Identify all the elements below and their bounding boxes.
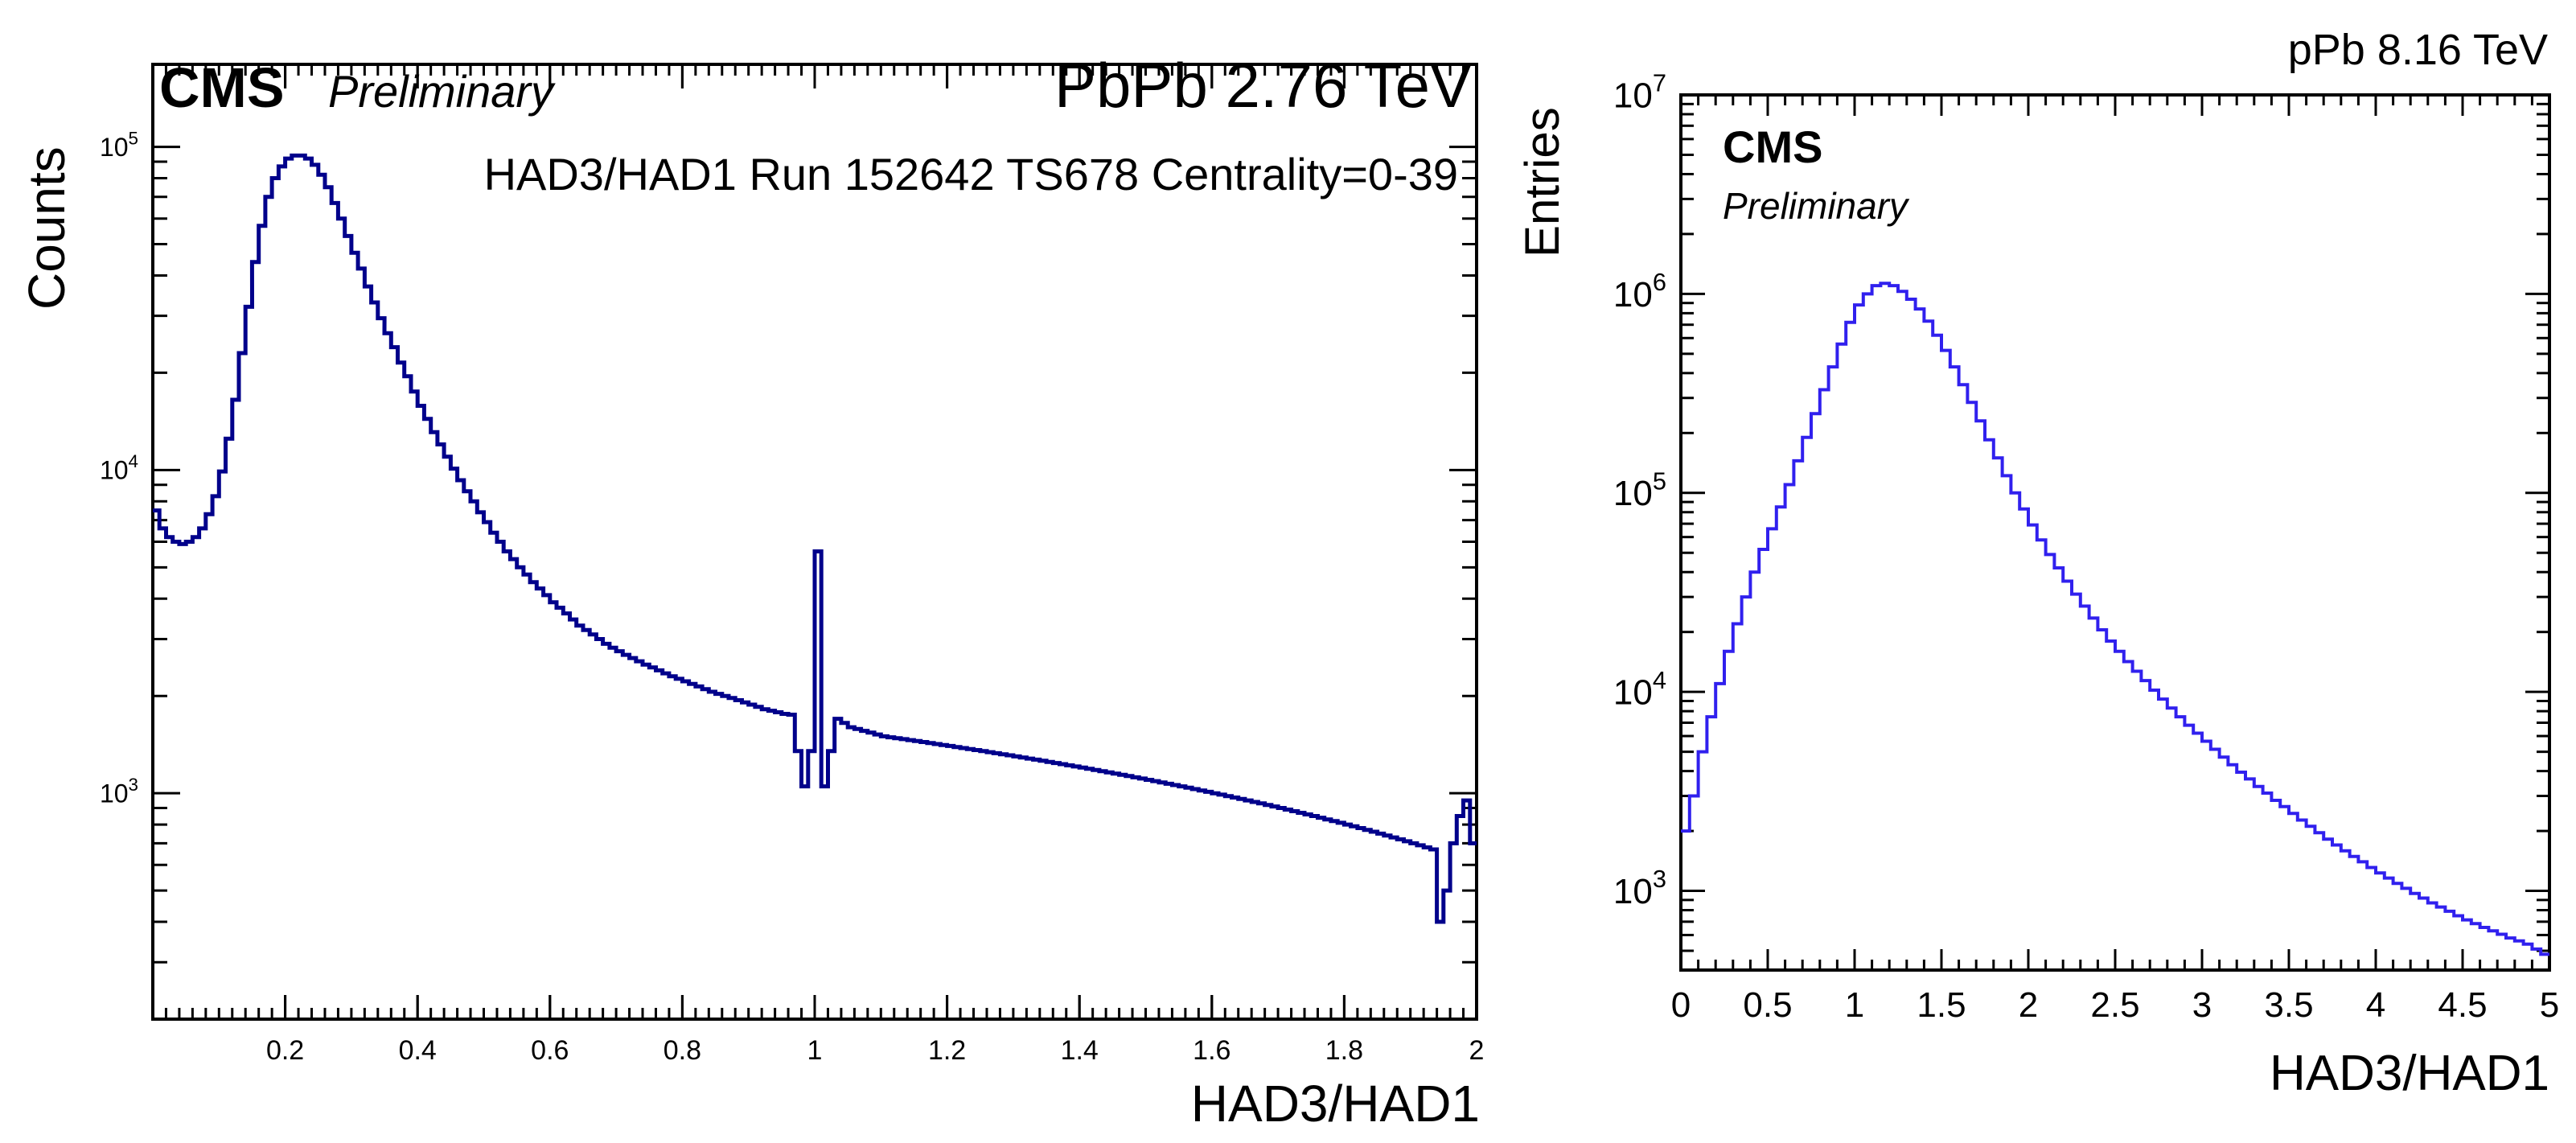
- right-x-axis-label: HAD3/HAD1: [2270, 1046, 2549, 1101]
- left-system-label: PbPb 2.76 TeV: [1054, 50, 1472, 121]
- right-preliminary-label: Preliminary: [1723, 185, 1910, 227]
- left-preliminary-label: Preliminary: [328, 66, 556, 117]
- x-tick-label: 2.5: [2090, 985, 2139, 1025]
- y-tick-label: 104: [100, 451, 138, 484]
- x-tick-label: 0.2: [266, 1035, 304, 1066]
- right-x-ticks: [1679, 95, 2551, 970]
- right-cms-label: CMS: [1723, 121, 1822, 172]
- x-tick-label: 1: [1845, 985, 1864, 1025]
- y-tick-label: 103: [100, 775, 138, 808]
- x-tick-label: 1.8: [1325, 1035, 1363, 1066]
- left-chart: 0.2 0.4 0.6 0.8 1 1.2 1.4 1.6 1.8 2 103 104 105 CMS…: [18, 50, 1484, 1133]
- x-tick-label: 2: [1469, 1035, 1485, 1066]
- x-tick-label: 1: [807, 1035, 823, 1066]
- x-tick-label: 5: [2540, 985, 2559, 1025]
- left-y-axis-label: Counts: [18, 146, 76, 310]
- x-tick-label: 1.2: [928, 1035, 966, 1066]
- left-y-tick-labels: 103 104 105: [100, 128, 138, 808]
- y-tick-label: 107: [1613, 69, 1666, 116]
- left-cms-label: CMS: [159, 56, 285, 119]
- left-x-axis-label: HAD3/HAD1: [1191, 1075, 1480, 1133]
- left-histogram-series: [153, 153, 1477, 924]
- y-tick-label: 106: [1613, 268, 1666, 315]
- y-tick-label: 104: [1613, 666, 1666, 713]
- x-tick-label: 1.4: [1061, 1035, 1099, 1066]
- x-tick-label: 4.5: [2438, 985, 2487, 1025]
- right-y-tick-labels: 103 104 105 106 107: [1613, 69, 1666, 911]
- x-tick-label: 0.5: [1743, 985, 1792, 1025]
- left-x-ticks: [151, 64, 1478, 1019]
- x-tick-label: 3: [2192, 985, 2212, 1025]
- right-x-tick-labels: 0 0.5 1 1.5 2 2.5 3 3.5 4 4.5 5: [1671, 985, 2559, 1025]
- left-y-ticks: [153, 146, 1477, 1021]
- left-run-annotation: HAD3/HAD1 Run 152642 TS678 Centrality=0-…: [484, 149, 1458, 199]
- x-tick-label: 3.5: [2264, 985, 2313, 1025]
- left-plot-frame: [151, 63, 1478, 1021]
- y-tick-label: 103: [1613, 865, 1666, 911]
- left-x-tick-labels: 0.2 0.4 0.6 0.8 1 1.2 1.4 1.6 1.8 2: [266, 1035, 1484, 1066]
- x-tick-label: 2: [2019, 985, 2038, 1025]
- x-tick-label: 1.6: [1193, 1035, 1230, 1066]
- x-tick-label: 0.4: [399, 1035, 437, 1066]
- y-tick-label: 105: [1613, 467, 1666, 513]
- x-tick-label: 0.8: [664, 1035, 701, 1066]
- right-y-axis-label: Entries: [1515, 107, 1569, 257]
- y-tick-label: 105: [100, 128, 138, 161]
- right-system-label: pPb 8.16 TeV: [2288, 26, 2548, 74]
- x-tick-label: 4: [2366, 985, 2385, 1025]
- x-tick-label: 1.5: [1917, 985, 1966, 1025]
- right-chart: 0 0.5 1 1.5 2 2.5 3 3.5 4 4.5 5 103 104 105 106 107 CM…: [1515, 26, 2559, 1101]
- right-histogram-series: [1681, 282, 2549, 956]
- x-tick-label: 0.6: [531, 1035, 569, 1066]
- x-tick-label: 0: [1671, 985, 1691, 1025]
- right-y-ticks: [1681, 93, 2549, 972]
